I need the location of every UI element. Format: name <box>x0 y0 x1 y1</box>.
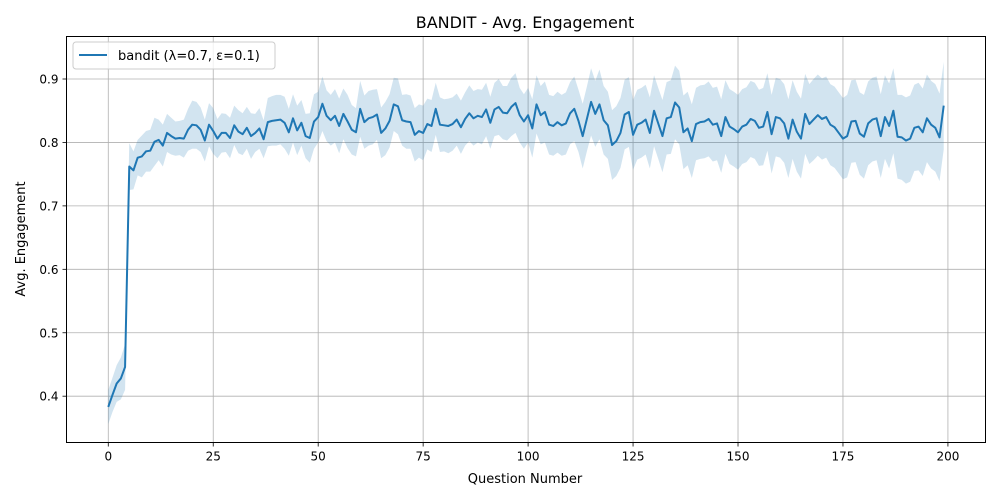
legend-label: bandit (λ=0.7, ε=0.1) <box>118 49 260 64</box>
y-tick-label: 0.8 <box>39 136 58 150</box>
x-axis-label: Question Number <box>468 472 583 487</box>
x-tick-label: 200 <box>936 450 959 464</box>
series-line <box>107 100 945 408</box>
y-tick-label: 0.4 <box>39 390 58 404</box>
x-axis-ticks: 0 25 50 75 100 125 150 175 200 <box>104 442 959 464</box>
x-tick-label: 100 <box>517 450 540 464</box>
y-tick-label: 0.9 <box>39 73 58 87</box>
x-tick-label: 0 <box>104 450 112 464</box>
confidence-band <box>108 61 944 425</box>
x-tick-label: 75 <box>416 450 431 464</box>
y-axis-label: Avg. Engagement <box>14 181 29 296</box>
legend-box <box>72 41 276 70</box>
x-tick-label: 50 <box>311 450 326 464</box>
x-tick-label: 150 <box>727 450 750 464</box>
x-tick-label: 25 <box>206 450 221 464</box>
x-tick-label: 175 <box>832 450 855 464</box>
x-tick-label: 125 <box>622 450 645 464</box>
y-tick-label: 0.7 <box>39 199 58 213</box>
confidence-band-layer <box>108 61 944 425</box>
legend: bandit (λ=0.7, ε=0.1) <box>72 41 276 70</box>
y-tick-label: 0.5 <box>39 326 58 340</box>
chart-title: BANDIT - Avg. Engagement <box>416 13 635 32</box>
series-line-layer <box>107 100 945 408</box>
grid <box>66 36 986 443</box>
plot-frame <box>66 36 986 443</box>
y-axis-ticks: 0.4 0.5 0.6 0.7 0.8 0.9 <box>39 73 67 404</box>
y-tick-label: 0.6 <box>39 263 58 277</box>
